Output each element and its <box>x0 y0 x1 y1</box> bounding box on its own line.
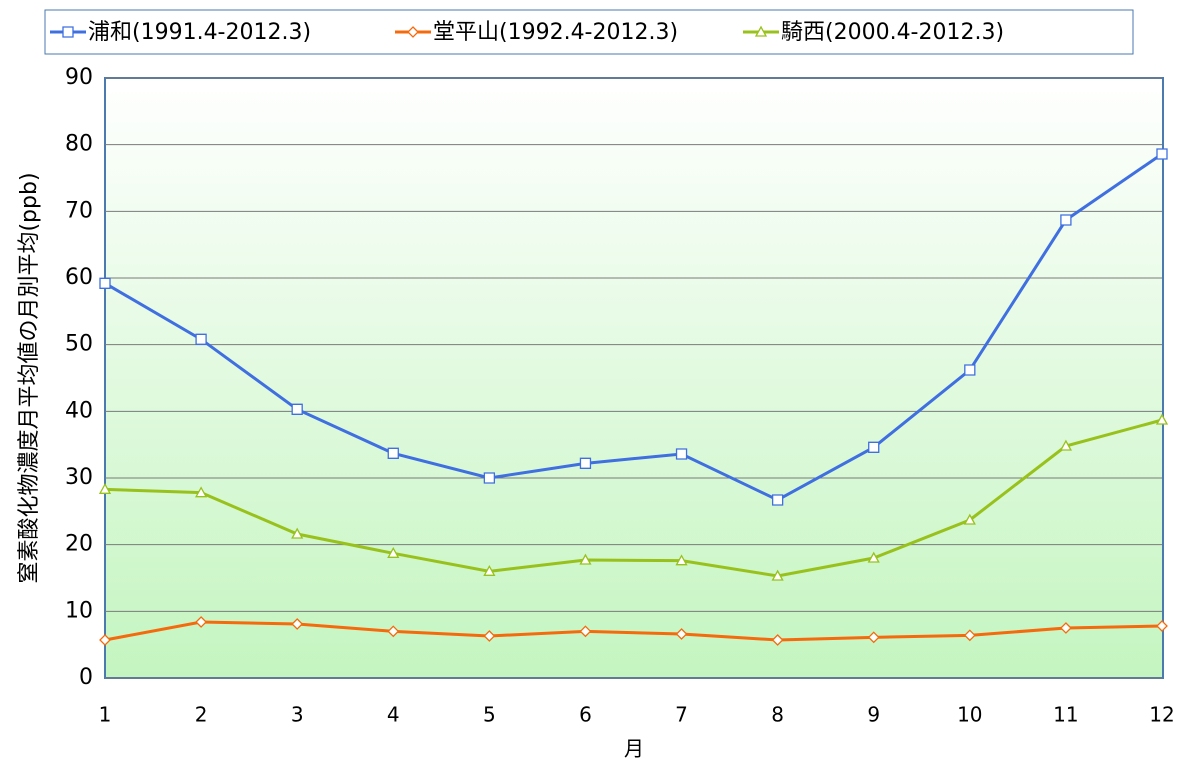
x-tick-label: 4 <box>387 703 400 727</box>
marker <box>98 482 112 494</box>
marker <box>771 634 784 646</box>
marker <box>1060 214 1072 226</box>
x-tick-label: 12 <box>1149 703 1174 727</box>
legend-marker <box>62 26 74 38</box>
marker <box>771 494 784 506</box>
marker <box>291 527 304 539</box>
legend-box <box>44 9 1134 55</box>
marker <box>483 472 496 484</box>
y-axis-label: 窒素酸化物濃度月平均値の月別平均(ppb) <box>17 172 42 583</box>
marker <box>675 448 688 460</box>
marker <box>1156 620 1168 632</box>
marker <box>771 569 784 581</box>
marker <box>1059 439 1073 451</box>
legend-label: 騎西(2000.4-2012.3) <box>781 20 1004 45</box>
x-tick-label: 9 <box>867 703 880 727</box>
marker <box>867 631 880 644</box>
y-tick-label: 90 <box>65 65 93 90</box>
marker <box>195 333 207 345</box>
series-line <box>104 152 1163 502</box>
x-tick-label: 3 <box>291 703 304 727</box>
marker <box>291 403 303 415</box>
marker <box>579 625 592 638</box>
y-tick-label: 60 <box>65 265 93 290</box>
y-tick-label: 50 <box>65 332 93 357</box>
y-tick-label: 80 <box>65 132 93 157</box>
x-tick-label: 10 <box>957 703 982 727</box>
y-tick-label: 70 <box>65 198 93 223</box>
marker <box>963 629 976 642</box>
marker <box>1155 413 1169 425</box>
series-line <box>104 418 1163 578</box>
marker <box>99 277 111 289</box>
y-tick-label: 10 <box>65 598 93 623</box>
marker <box>675 554 688 566</box>
x-tick-label: 6 <box>579 703 592 727</box>
marker <box>675 628 688 640</box>
marker <box>1156 148 1168 160</box>
marker <box>291 618 304 630</box>
marker <box>387 447 399 459</box>
series-line <box>104 620 1163 642</box>
marker <box>1059 622 1072 634</box>
legend-label: 堂平山(1992.4-2012.3) <box>433 20 678 45</box>
x-tick-label: 11 <box>1053 703 1078 727</box>
y-tick-label: 20 <box>65 532 93 557</box>
marker <box>483 564 496 576</box>
y-tick-label: 30 <box>65 465 93 490</box>
legend-marker <box>754 25 768 37</box>
marker <box>867 551 880 563</box>
x-tick-label: 1 <box>99 703 112 727</box>
legend-marker <box>407 26 419 38</box>
x-tick-label: 7 <box>675 703 688 727</box>
y-tick-label: 0 <box>79 665 93 690</box>
marker <box>483 630 496 642</box>
marker <box>579 553 592 565</box>
marker <box>387 546 400 558</box>
plot-area <box>104 77 1164 679</box>
y-tick-label: 40 <box>65 398 93 423</box>
marker <box>195 616 208 628</box>
marker <box>579 457 592 469</box>
x-tick-label: 5 <box>483 703 496 727</box>
marker <box>868 441 880 453</box>
x-axis-label: 月 <box>624 737 644 761</box>
marker <box>194 486 208 498</box>
marker <box>99 634 111 646</box>
marker <box>963 513 976 525</box>
legend-label: 浦和(1991.4-2012.3) <box>88 20 311 45</box>
x-tick-label: 2 <box>195 703 208 727</box>
marker <box>387 625 400 638</box>
marker <box>964 364 976 376</box>
x-tick-label: 8 <box>771 703 784 727</box>
